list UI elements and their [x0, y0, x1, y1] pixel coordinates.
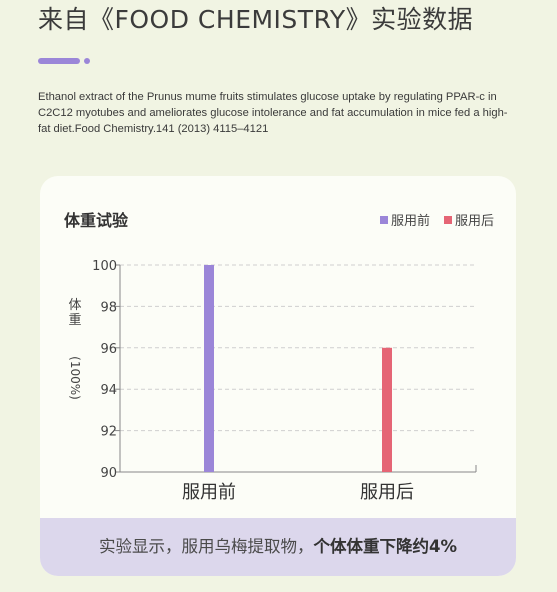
decoration-dot: [84, 58, 90, 64]
y-tick-label: 98: [100, 300, 117, 315]
y-tick-label: 96: [100, 342, 117, 357]
y-tick-label: 94: [100, 383, 117, 398]
bar-chart: 90 92 94 96 98 100 服用前 服用后: [92, 259, 477, 503]
decoration-bar: [38, 58, 80, 64]
y-axis-label-text: 体重: [68, 298, 82, 328]
legend-item-before: 服用前: [379, 210, 430, 229]
y-tick-label: 100: [92, 259, 117, 274]
conclusion-emphasis: 个体体重下降约4%: [313, 537, 457, 556]
x-tick-label: 服用前: [182, 482, 236, 503]
bar-1: [204, 265, 214, 472]
chart-legend: 服用前 服用后: [379, 210, 494, 229]
y-tick-label: 92: [100, 425, 117, 440]
legend-label-before: 服用前: [390, 214, 430, 229]
legend-label-after: 服用后: [454, 214, 494, 229]
legend-swatch-before: [379, 215, 388, 224]
title-decoration: [38, 57, 98, 65]
citation-text: Ethanol extract of the Prunus mume fruit…: [38, 91, 508, 135]
x-tick-label: 服用后: [360, 482, 414, 503]
chart-card: 体重试验 服用前 服用后 体重 (100%) 90 92 94 96 98 100 服用前服…: [40, 176, 516, 576]
legend-swatch-after: [443, 215, 452, 224]
y-tick-label: 90: [100, 466, 117, 481]
conclusion-banner: 实验显示，服用乌梅提取物，个体体重下降约4%: [40, 518, 516, 576]
y-axis-label: 体重 (100%): [60, 296, 90, 400]
bar-2: [382, 347, 392, 472]
conclusion-text: 实验显示，服用乌梅提取物，: [98, 537, 314, 556]
page-title: 来自《FOOD CHEMISTRY》实验数据: [38, 5, 474, 34]
chart-title: 体重试验: [64, 211, 129, 230]
legend-item-after: 服用后: [443, 210, 494, 229]
